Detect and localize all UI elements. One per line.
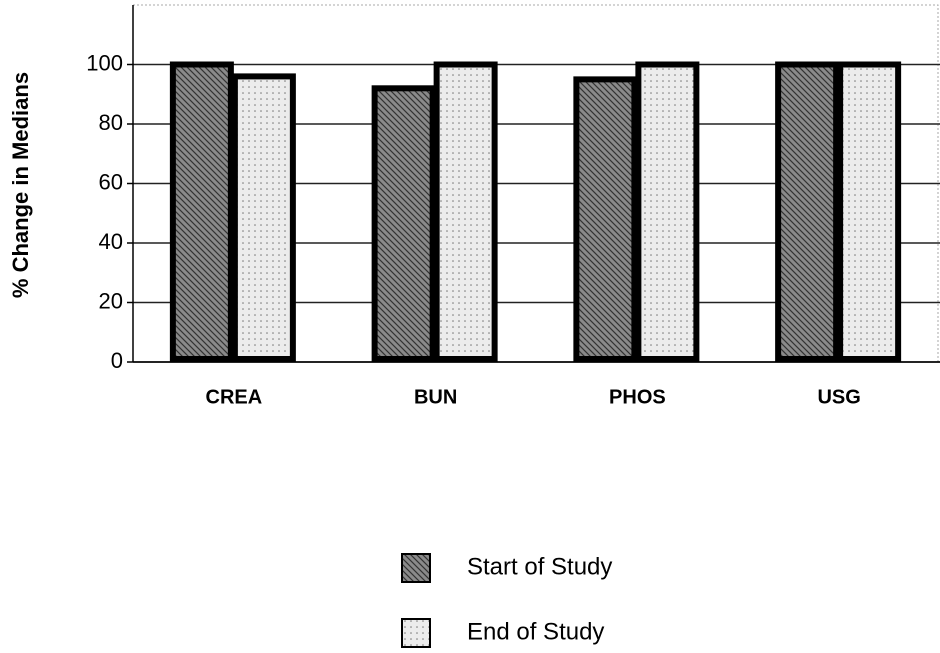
bar [775, 61, 840, 362]
y-tick-label: 60 [99, 169, 123, 194]
bar [573, 76, 638, 362]
bar [837, 61, 902, 362]
legend-swatch [401, 618, 431, 648]
y-tick-label: 40 [99, 229, 123, 254]
legend-label: End of Study [467, 618, 604, 645]
legend-swatch [401, 553, 431, 583]
y-tick-label: 100 [86, 50, 123, 75]
x-tick-label: USG [817, 386, 860, 408]
bar [371, 85, 436, 363]
legend-label: Start of Study [467, 553, 612, 580]
bar [433, 61, 498, 362]
y-tick-label: 20 [99, 288, 123, 313]
x-tick-label: PHOS [609, 386, 666, 408]
y-tick-label: 0 [111, 348, 123, 373]
x-tick-label: BUN [414, 386, 457, 408]
y-axis-label: % Change in Medians [8, 72, 33, 298]
x-tick-label: CREA [206, 386, 263, 408]
bar [169, 61, 234, 362]
bar [231, 73, 296, 363]
y-tick-label: 80 [99, 110, 123, 135]
bar [635, 61, 700, 362]
